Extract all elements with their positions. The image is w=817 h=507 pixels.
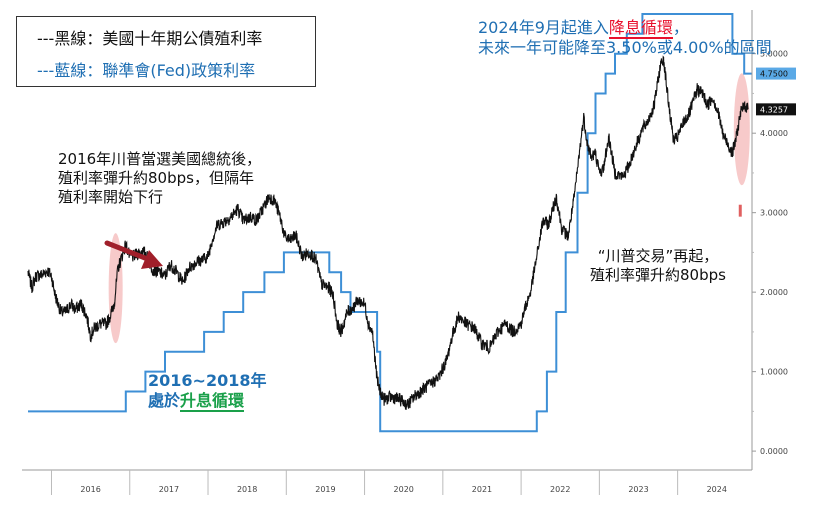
annotation-rate-cut: 2024年9月起進入降息循環， 未來一年可能降至3.50%或4.00%的區間 [478,18,772,58]
x-tick-label: 2024 [707,485,727,494]
y-axis: 0.0000 1.0000 2.0000 3.0000 4.0000 5.0000 4.75… [751,10,796,470]
legend-blue-line: ---藍線：聯準會(Fed)政策利率 [37,61,256,80]
last-value-label-yield: 4.3257 [760,105,788,114]
y-tick-label: 5.0000 [760,50,788,59]
x-tick-label: 2017 [159,485,179,494]
series-line-fed-rate [28,13,752,433]
y-tick-label: 2.0000 [760,288,788,297]
legend-box: ---黑線：美國十年期公債殖利率 ---藍線：聯準會(Fed)政策利率 [16,16,316,87]
x-tick-label: 2020 [394,485,414,494]
x-tick-label: 2022 [550,485,570,494]
y-tick-label: 3.0000 [760,209,788,218]
series-line-10y-yield [27,55,749,410]
y-tick-label: 4.0000 [760,129,788,138]
rate-cut-comma: ， [672,18,689,37]
highlight-2024 [733,73,750,186]
trump-trade-line2: 殖利率彈升約80bps [590,265,726,284]
legend-black-line: ---黑線：美國十年期公債殖利率 [37,29,263,48]
hike-cycle-line2: 處於升息循環 [148,391,266,412]
last-value-box-yield [756,103,796,116]
rate-cut-text: 2024年9月起進入 [478,18,609,37]
arrow-head [141,250,163,269]
x-tick-label: 2021 [472,485,492,494]
rate-cut-highlight: 降息循環 [608,18,673,39]
x-tick-label: 2019 [315,485,335,494]
hike-cycle-highlight: 升息循環 [180,391,245,412]
x-axis: 2016 2017 2018 2019 2020 2021 2022 2023 2024 [22,469,752,495]
annotation-hike-cycle: 2016~2018年 處於升息循環 [148,371,267,412]
last-value-label-fed: 4.7500 [760,70,788,79]
x-tick-label: 2016 [80,485,100,494]
x-tick-label: 2023 [628,485,648,494]
arrow-shaft [104,240,153,263]
hike-cycle-text: 處於 [148,391,181,410]
annotation-trump-2016: 2016年川普當選美國總統後， 殖利率彈升約80bps，但隔年 殖利率開始下行 [58,150,261,206]
arrow-layer [104,240,163,269]
trump-trade-line1: “川普交易”再起， [597,247,719,265]
last-value-box-fed [756,67,796,80]
annotation-rate-cut-line2: 未來一年可能降至3.50%或4.00%的區間 [478,38,772,57]
hike-cycle-line1: 2016~2018年 [148,371,267,390]
y-tick-label: 0.0000 [760,447,788,456]
annotation-rate-cut-line1: 2024年9月起進入降息循環， [478,18,772,39]
annotation-trump-trade: “川普交易”再起， 殖利率彈升約80bps [590,247,726,285]
y-tick-label: 1.0000 [760,368,788,377]
x-tick-label: 2018 [237,485,257,494]
highlight-layer [108,73,750,344]
trump-2016-line2: 殖利率彈升約80bps，但隔年 [58,168,254,187]
trump-2016-line3: 殖利率開始下行 [58,187,164,206]
trump-2016-line1: 2016年川普當選美國總統後， [58,150,262,168]
